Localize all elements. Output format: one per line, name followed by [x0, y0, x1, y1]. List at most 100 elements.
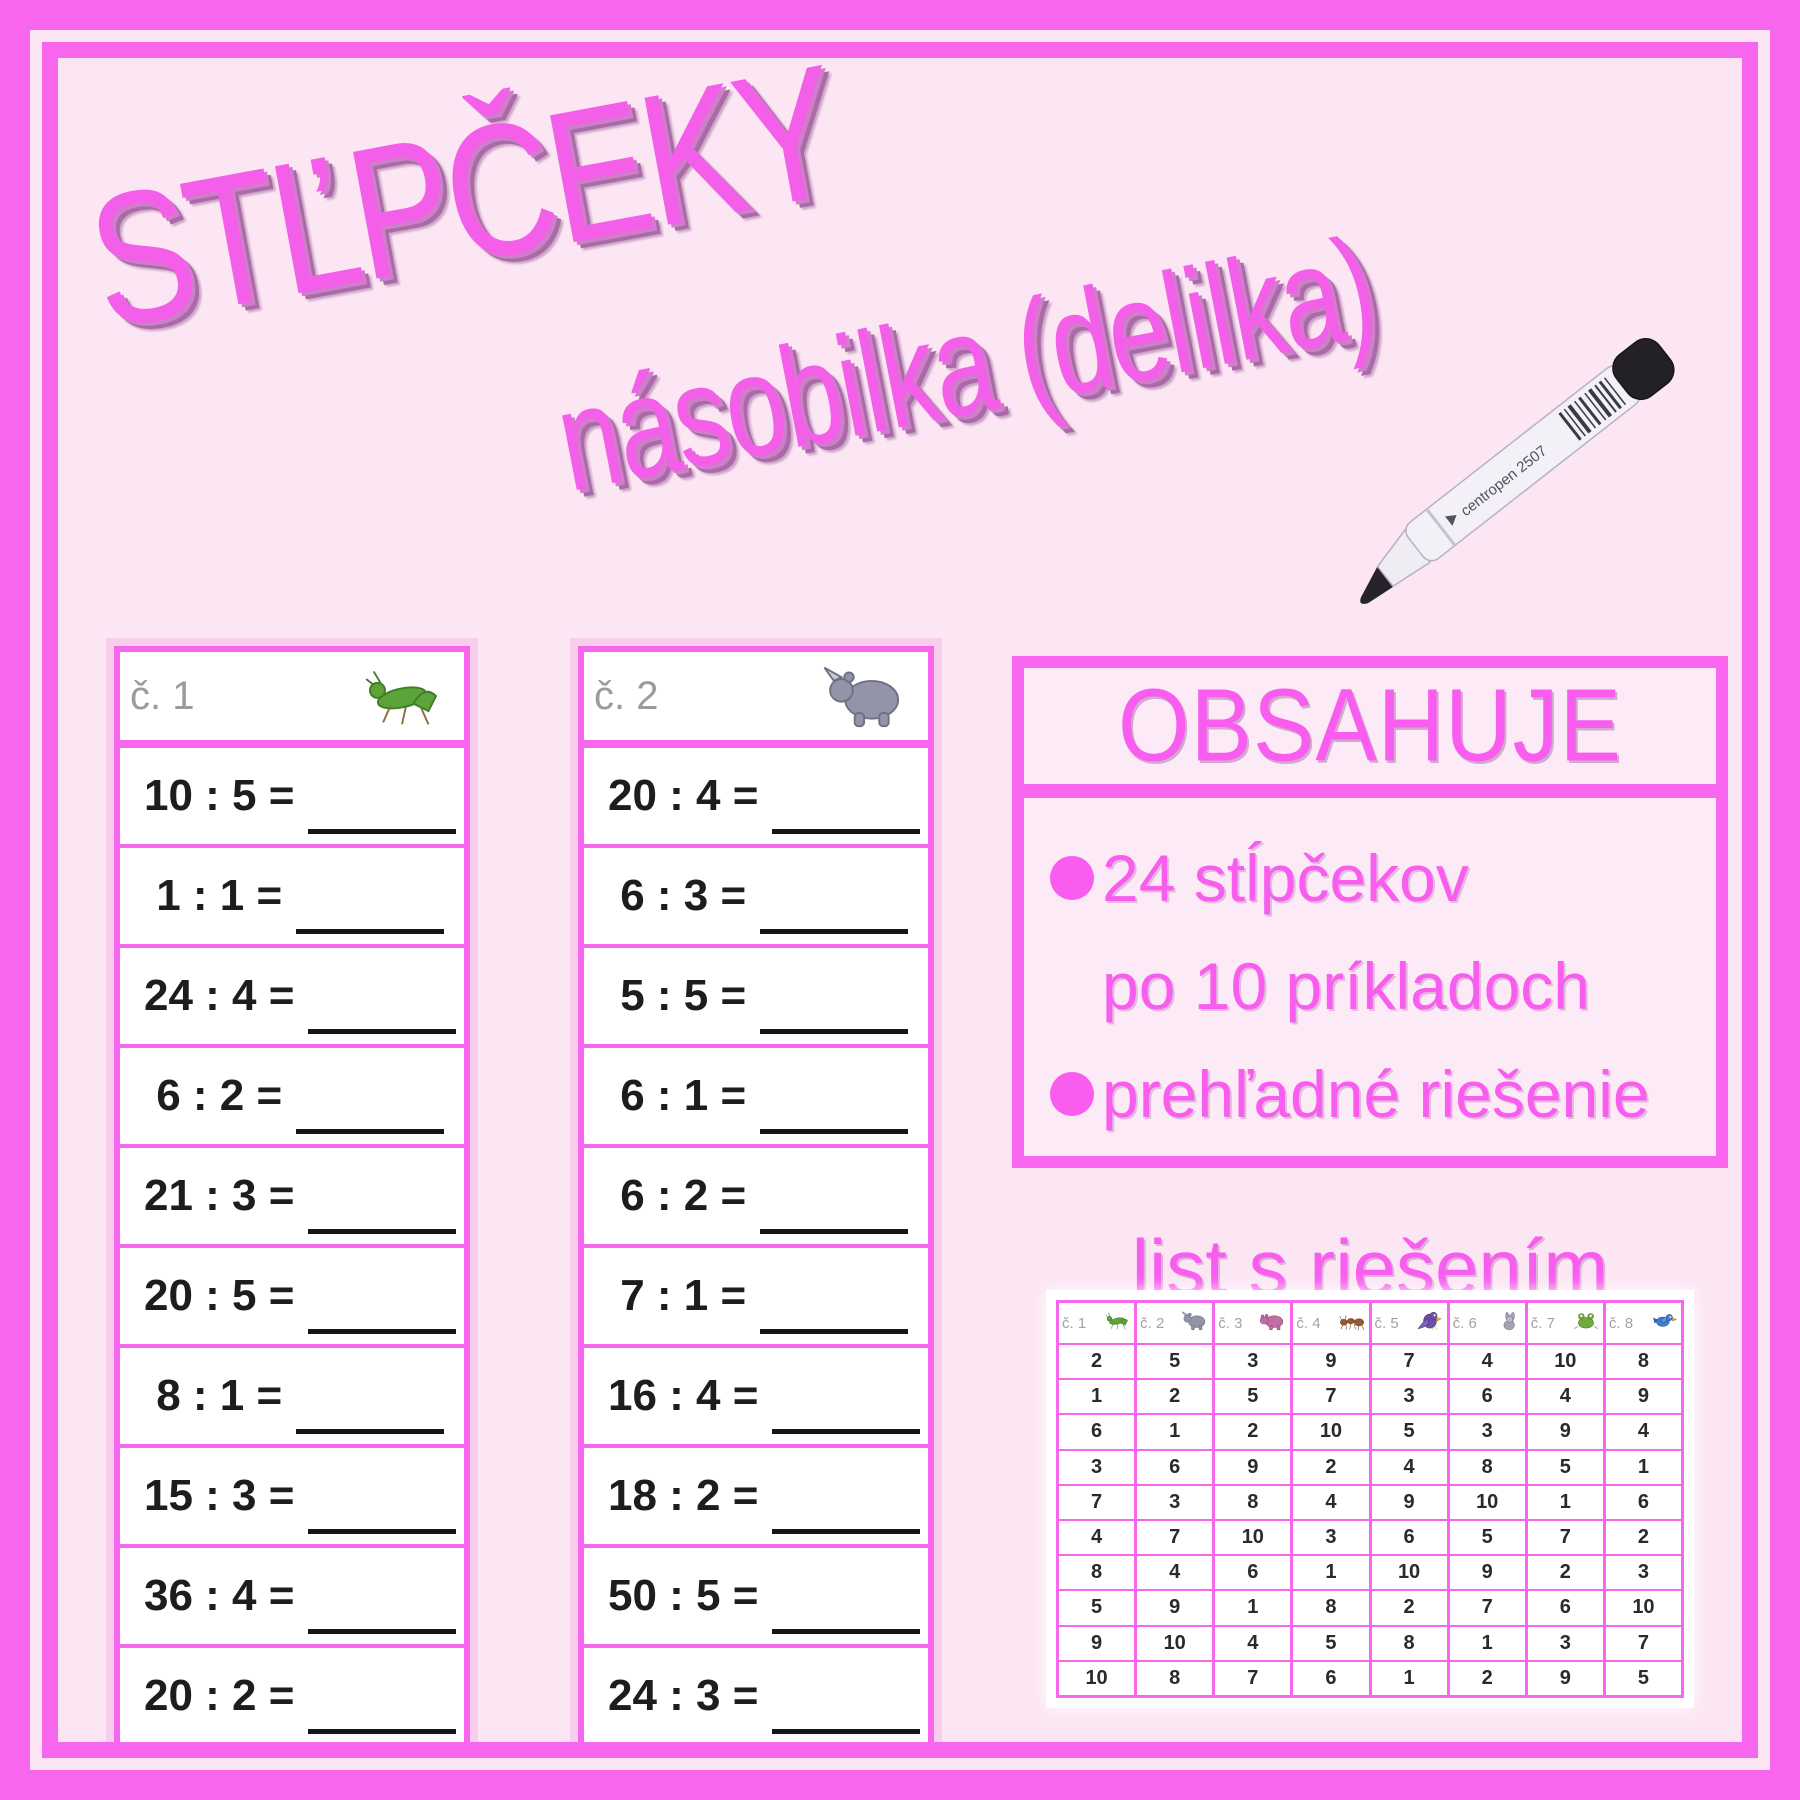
contents-items: 24 stĺpčekov po 10 príkladoch prehľadné ri…: [1024, 798, 1716, 1156]
solution-cell: 9: [1371, 1485, 1447, 1519]
solution-column-header: č. 4: [1293, 1303, 1369, 1343]
problem-row: 6 : 2 =: [120, 1048, 464, 1144]
solution-cell: 7: [1293, 1380, 1369, 1414]
problem-row: 24 : 4 =: [120, 948, 464, 1044]
solution-cell: 5: [1137, 1345, 1213, 1379]
solution-cell: 1: [1137, 1415, 1213, 1449]
solution-cell: 7: [1059, 1485, 1135, 1519]
answer-blank: [772, 789, 921, 834]
solution-cell: 7: [1527, 1521, 1603, 1555]
problem-expression: 20 : 2 =: [144, 1671, 295, 1720]
rhino-icon: [818, 662, 914, 730]
solution-cell: 1: [1059, 1380, 1135, 1414]
solution-cell: 1: [1215, 1591, 1291, 1625]
bullet-dot-icon: [1050, 1072, 1094, 1116]
answer-blank: [308, 1189, 457, 1234]
problem-row: 10 : 5 =: [120, 748, 464, 844]
problem-row: 50 : 5 =: [584, 1548, 928, 1644]
solution-cell: 8: [1059, 1556, 1135, 1590]
solution-cell: 9: [1527, 1415, 1603, 1449]
solution-cell: 2: [1371, 1591, 1447, 1625]
solution-column-label: č. 5: [1374, 1314, 1399, 1332]
ant-icon: [1338, 1310, 1366, 1336]
contents-item: 24 stĺpčekov: [1050, 824, 1706, 932]
contents-item-text: 24 stĺpčekov: [1102, 841, 1469, 915]
answer-blank: [772, 1689, 921, 1734]
solution-cell: 8: [1605, 1345, 1681, 1379]
solution-cell: 4: [1293, 1485, 1369, 1519]
solution-cell: 9: [1449, 1556, 1525, 1590]
problem-row: 24 : 3 =: [584, 1648, 928, 1744]
solution-cell: 10: [1449, 1485, 1525, 1519]
solution-cell: 2: [1293, 1450, 1369, 1484]
solution-cell: 6: [1449, 1380, 1525, 1414]
solution-cell: 9: [1293, 1345, 1369, 1379]
solution-cell: 2: [1605, 1521, 1681, 1555]
answer-blank: [760, 889, 909, 934]
contents-item-text: prehľadné riešenie: [1102, 1057, 1650, 1131]
bullet-dot-icon: [1050, 856, 1094, 900]
solution-cell: 5: [1449, 1521, 1525, 1555]
bird-icon: [1650, 1310, 1678, 1336]
problem-expression: 16 : 4 =: [608, 1371, 759, 1420]
problem-row: 21 : 3 =: [120, 1148, 464, 1244]
solution-cell: 3: [1137, 1485, 1213, 1519]
contents-item: po 10 príkladoch: [1050, 932, 1706, 1040]
hippo-icon: [1259, 1310, 1287, 1336]
solution-cell: 8: [1371, 1626, 1447, 1660]
answer-blank: [772, 1489, 921, 1534]
solution-cell: 3: [1059, 1450, 1135, 1484]
solution-cell: 8: [1449, 1450, 1525, 1484]
solution-cell: 6: [1527, 1591, 1603, 1625]
answer-blank: [308, 1289, 457, 1334]
solution-cell: 2: [1215, 1415, 1291, 1449]
solution-cell: 6: [1215, 1556, 1291, 1590]
solution-cell: 5: [1215, 1380, 1291, 1414]
contents-divider: [1024, 784, 1716, 798]
solution-cell: 6: [1059, 1415, 1135, 1449]
solution-table: č. 1 č. 2 č. 3 č. 4 č. 5 č. 6 č. 7 č. 8 2 5 3 9 7 4 10…: [1056, 1300, 1684, 1698]
solution-cell: 9: [1527, 1661, 1603, 1695]
solution-cell: 2: [1137, 1380, 1213, 1414]
problem-row: 36 : 4 =: [120, 1548, 464, 1644]
answer-blank: [308, 1589, 457, 1634]
answer-blank: [760, 1089, 909, 1134]
solution-cell: 2: [1059, 1345, 1135, 1379]
worksheet-card-1: č. 1 10 : 5 = 1 : 1 = 24 : 4 = 6 : 2 = 21 …: [106, 638, 478, 1758]
problem-expression: 10 : 5 =: [144, 771, 295, 820]
problem-expression: 20 : 5 =: [144, 1271, 295, 1320]
problem-row: 5 : 5 =: [584, 948, 928, 1044]
worksheet-2-header: č. 2: [584, 652, 928, 740]
worksheet-card-2: č. 2 20 : 4 = 6 : 3 = 5 : 5 = 6 : 1 = 6 …: [570, 638, 942, 1758]
solution-column-label: č. 3: [1218, 1314, 1243, 1332]
solution-cell: 1: [1293, 1556, 1369, 1590]
solution-cell: 7: [1137, 1521, 1213, 1555]
solution-cell: 4: [1137, 1556, 1213, 1590]
solution-cell: 8: [1293, 1591, 1369, 1625]
solution-cell: 3: [1371, 1380, 1447, 1414]
problem-row: 20 : 2 =: [120, 1648, 464, 1744]
answer-blank: [296, 1389, 445, 1434]
problem-expression: 15 : 3 =: [144, 1471, 295, 1520]
solution-column-label: č. 8: [1608, 1314, 1634, 1332]
problem-row: 20 : 4 =: [584, 748, 928, 844]
solution-cell: 6: [1371, 1521, 1447, 1555]
solution-column-header: č. 2: [1137, 1303, 1213, 1343]
answer-blank: [308, 1489, 457, 1534]
solution-cell: 3: [1449, 1415, 1525, 1449]
answer-blank: [308, 1689, 457, 1734]
solution-cell: 4: [1059, 1521, 1135, 1555]
solution-cell: 4: [1215, 1626, 1291, 1660]
problem-expression: 50 : 5 =: [608, 1571, 759, 1620]
solution-cell: 7: [1215, 1661, 1291, 1695]
problem-row: 16 : 4 =: [584, 1348, 928, 1444]
contents-box: OBSAHUJE 24 stĺpčekov po 10 príkladoch pre…: [1012, 656, 1728, 1168]
solution-column-header: č. 8: [1605, 1303, 1681, 1343]
solution-cell: 10: [1293, 1415, 1369, 1449]
solution-cell: 8: [1137, 1661, 1213, 1695]
problem-row: 6 : 1 =: [584, 1048, 928, 1144]
solution-cell: 5: [1371, 1415, 1447, 1449]
problem-expression: 20 : 4 =: [608, 771, 759, 820]
solution-cell: 1: [1371, 1661, 1447, 1695]
